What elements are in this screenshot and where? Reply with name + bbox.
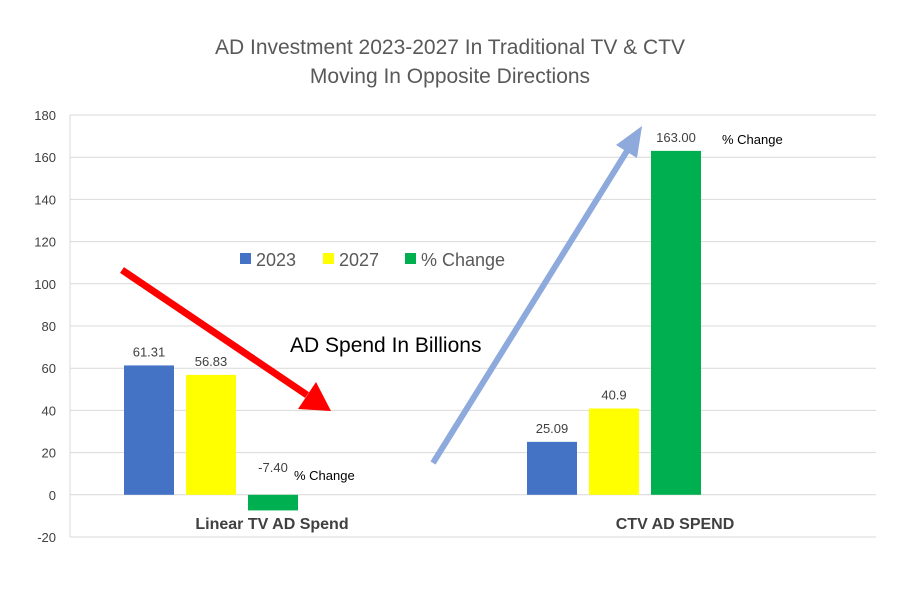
up-trend-arrow [430,126,642,465]
legend-label-2027: 2027 [339,250,379,270]
legend-label-change: % Change [421,250,505,270]
y-tick-label: 40 [42,403,56,418]
data-label: 56.83 [195,354,228,369]
y-tick-label: 100 [34,277,56,292]
legend: 2023 2027 % Change [240,250,505,270]
change-note-linear: % Change [294,468,355,483]
bar-2027-1 [589,408,639,495]
data-label: 40.9 [601,388,626,403]
y-tick-label: 120 [34,235,56,250]
bar-2023-1 [527,441,577,495]
category-label-ctv: CTV AD SPEND [616,516,735,533]
bars [124,150,701,511]
bar-2027-0 [186,374,236,495]
y-axis: -20 0 20 40 60 80 100 120 140 160 180 [34,108,56,545]
y-tick-label: 60 [42,361,56,376]
y-tick-label: -20 [37,530,56,545]
data-label: 163.00 [656,130,696,145]
legend-swatch-2023 [240,253,251,264]
bar-2023-0 [124,365,174,495]
chart-subtitle: Moving In Opposite Directions [310,65,590,88]
y-tick-label: 180 [34,108,56,123]
y-tick-label: 0 [49,488,56,503]
y-tick-label: 20 [42,446,56,461]
legend-swatch-2027 [323,253,334,264]
spend-annotation: AD Spend In Billions [290,334,481,357]
y-tick-label: 160 [34,150,56,165]
data-labels: 61.31 25.09 56.83 40.9 -7.40 163.00 [133,130,696,475]
data-label: 61.31 [133,344,166,359]
data-label: 25.09 [536,421,569,436]
down-trend-arrow [120,267,331,411]
bar--change-1 [651,150,701,495]
chart-title: AD Investment 2023-2027 In Traditional T… [215,36,685,59]
legend-swatch-change [405,253,416,264]
category-label-linear: Linear TV AD Spend [195,516,348,533]
y-tick-label: 140 [34,192,56,207]
change-note-ctv: % Change [722,132,783,147]
bar--change-0 [248,494,298,511]
y-tick-label: 80 [42,319,56,334]
data-label: -7.40 [258,460,288,475]
legend-label-2023: 2023 [256,250,296,270]
